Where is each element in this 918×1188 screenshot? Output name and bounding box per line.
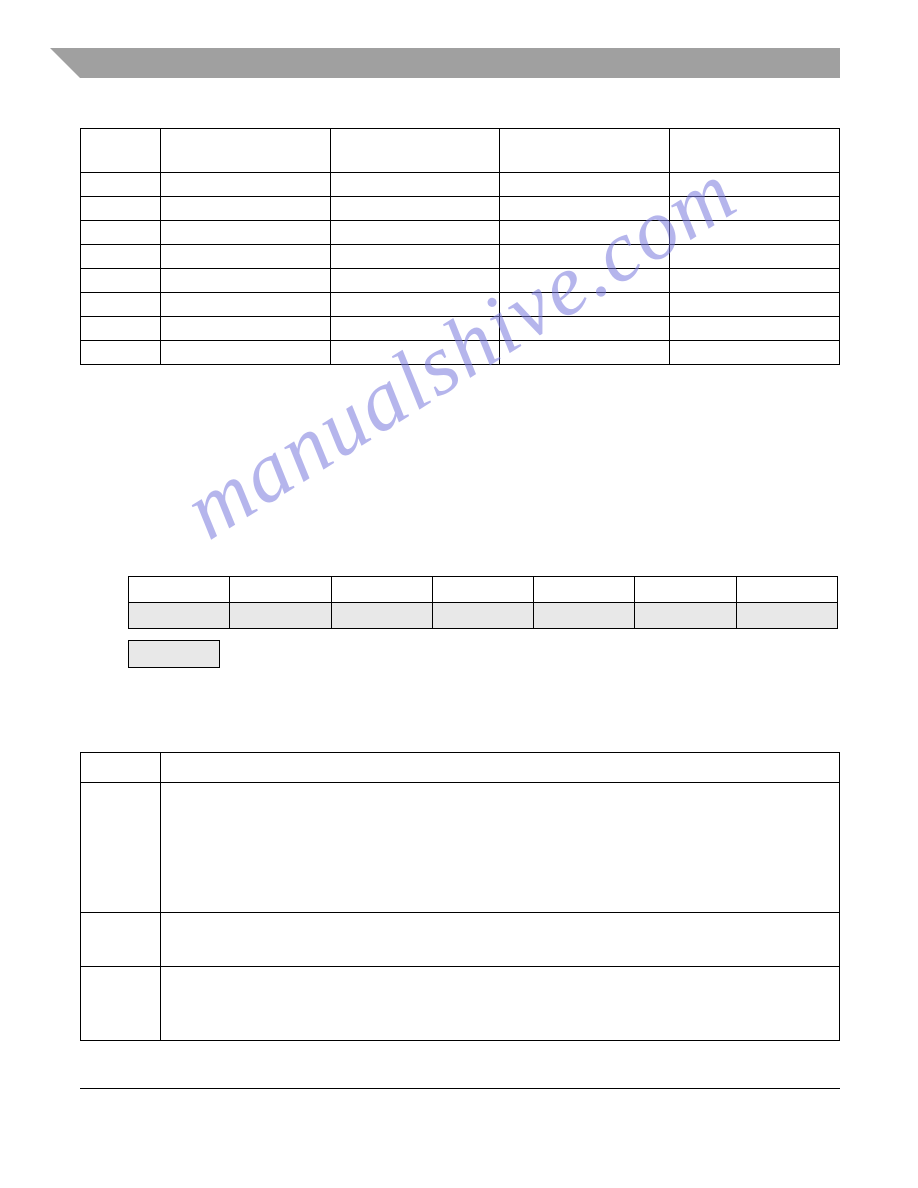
table-cell: [534, 603, 635, 629]
table-cell: [432, 577, 533, 603]
table-cell: [81, 753, 161, 783]
table-cell: [330, 221, 500, 245]
table-cell: [230, 603, 331, 629]
table-cell: [330, 245, 500, 269]
table-cell: [670, 269, 840, 293]
table-cell: [81, 341, 161, 365]
table-row: [81, 293, 840, 317]
table-cell: [670, 221, 840, 245]
table-cell: [129, 577, 230, 603]
table-cell: [534, 577, 635, 603]
table-cell: [432, 603, 533, 629]
table-cell: [330, 341, 500, 365]
table-cell: [161, 783, 840, 913]
table-cell: [81, 967, 161, 1041]
table-cell: [330, 129, 500, 173]
table-cell: [161, 753, 840, 783]
table-cell: [81, 293, 161, 317]
table-cell: [500, 197, 670, 221]
small-shaded-cell: [128, 640, 220, 668]
table-cell: [129, 603, 230, 629]
table-cell: [736, 603, 837, 629]
footer-rule: [80, 1088, 840, 1089]
table-cell: [81, 317, 161, 341]
table1: [80, 128, 840, 365]
header-bar: [50, 48, 840, 78]
table-cell: [500, 245, 670, 269]
table-cell: [160, 129, 330, 173]
table-cell: [81, 221, 161, 245]
table-cell: [500, 173, 670, 197]
table-row: [81, 245, 840, 269]
table-cell: [670, 317, 840, 341]
table-row: [81, 783, 840, 913]
table-cell: [670, 197, 840, 221]
table-cell: [330, 197, 500, 221]
table-cell: [160, 245, 330, 269]
table-cell: [160, 173, 330, 197]
table-row: [81, 967, 840, 1041]
table-row: [81, 913, 840, 967]
table-cell: [330, 293, 500, 317]
table-cell: [670, 245, 840, 269]
table-cell: [670, 293, 840, 317]
table-row: [81, 221, 840, 245]
table-cell: [161, 967, 840, 1041]
table-cell: [331, 577, 432, 603]
table-cell: [736, 577, 837, 603]
table-cell: [330, 173, 500, 197]
table-cell: [500, 221, 670, 245]
table-cell: [500, 269, 670, 293]
table2: [128, 576, 838, 629]
table-cell: [160, 341, 330, 365]
table-cell: [81, 913, 161, 967]
table-cell: [635, 577, 736, 603]
table-cell: [500, 317, 670, 341]
table-cell: [81, 245, 161, 269]
table-cell: [670, 341, 840, 365]
table-row: [129, 603, 838, 629]
table-cell: [500, 341, 670, 365]
table-cell: [500, 129, 670, 173]
table-row: [81, 341, 840, 365]
table-row: [81, 129, 840, 173]
table-row: [81, 753, 840, 783]
table-row: [81, 269, 840, 293]
table-cell: [160, 293, 330, 317]
table-cell: [670, 173, 840, 197]
table-row: [81, 317, 840, 341]
table-cell: [81, 173, 161, 197]
table-cell: [81, 197, 161, 221]
table-cell: [230, 577, 331, 603]
table-cell: [81, 129, 161, 173]
table-cell: [635, 603, 736, 629]
table-cell: [330, 317, 500, 341]
table-cell: [161, 913, 840, 967]
table-cell: [330, 269, 500, 293]
table-cell: [670, 129, 840, 173]
header-bar-triangle: [50, 48, 80, 78]
table-cell: [81, 783, 161, 913]
table3: [80, 752, 840, 1041]
table-cell: [500, 293, 670, 317]
table-cell: [160, 197, 330, 221]
table-row: [129, 577, 838, 603]
table-cell: [81, 269, 161, 293]
table-row: [81, 173, 840, 197]
table-cell: [160, 221, 330, 245]
table-row: [81, 197, 840, 221]
table-cell: [331, 603, 432, 629]
table-cell: [160, 317, 330, 341]
table-cell: [160, 269, 330, 293]
